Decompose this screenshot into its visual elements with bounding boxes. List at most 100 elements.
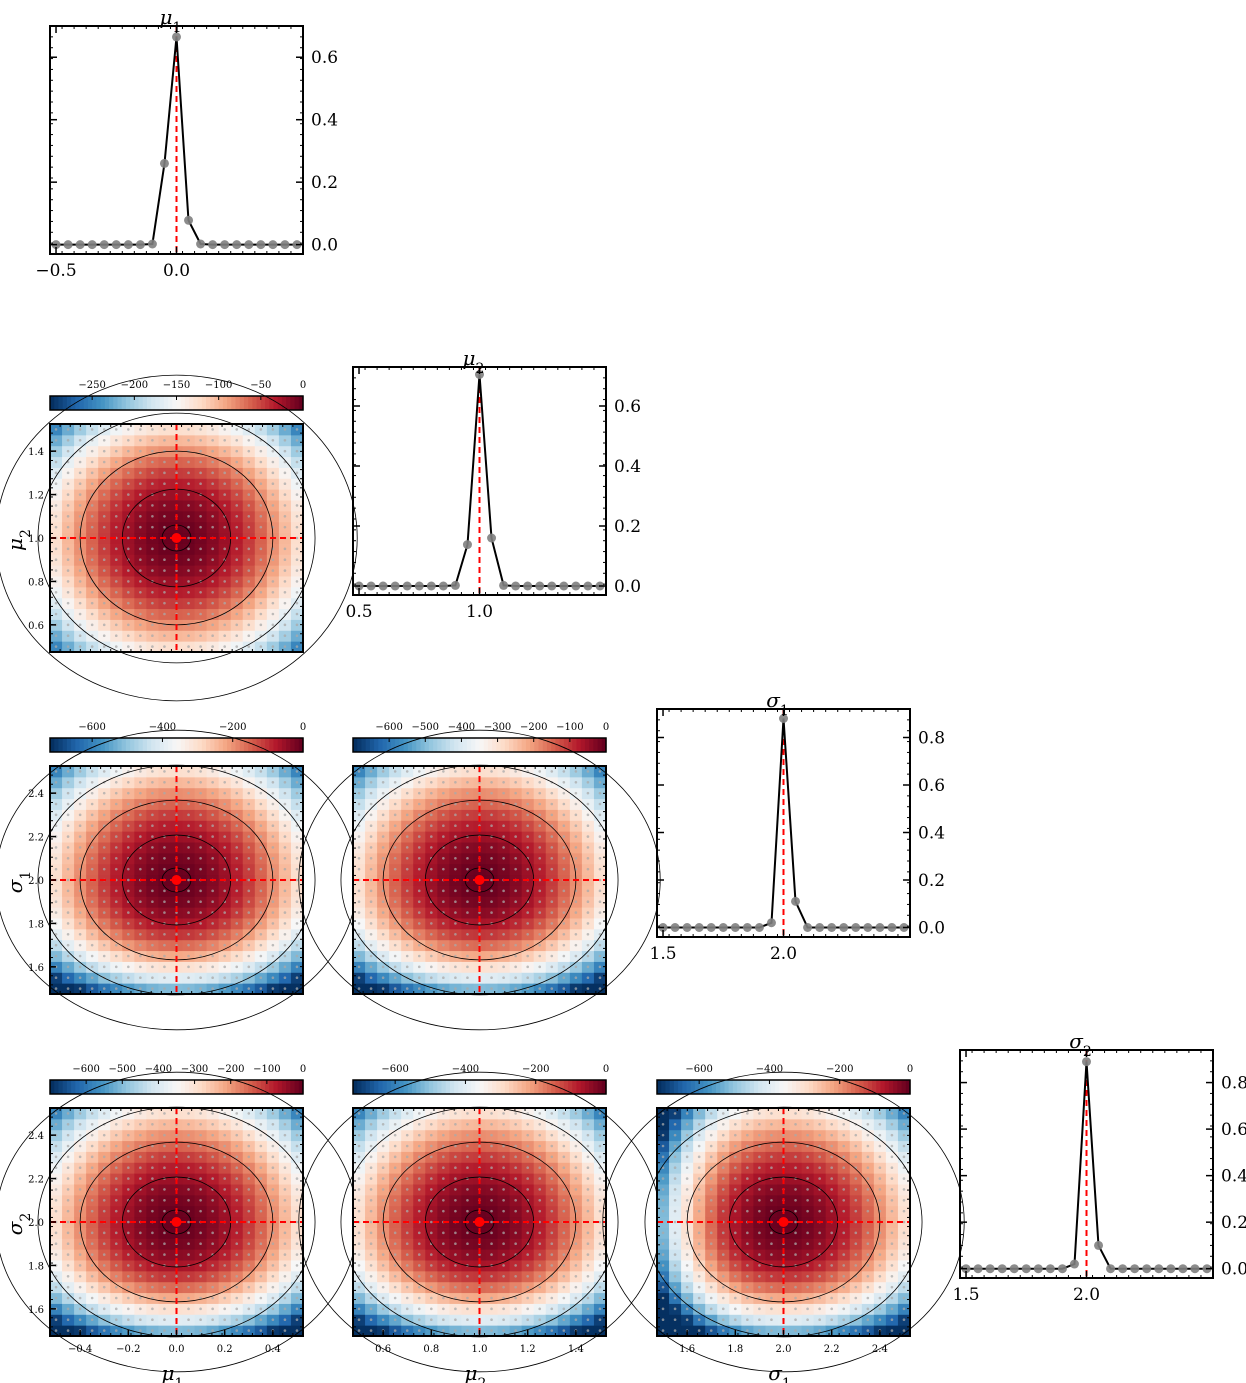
y-tick-label: 1.8: [28, 919, 44, 930]
x-tick-label: 0.4: [265, 1344, 281, 1355]
y-tick-label: 0.6: [28, 621, 44, 632]
posterior-point: [402, 581, 412, 591]
x-tick-label: 1.8: [727, 1344, 743, 1355]
posterior-point: [1190, 1264, 1200, 1274]
posterior-point: [123, 240, 133, 250]
x-tick-label: 0.2: [217, 1344, 233, 1355]
posterior-point: [414, 581, 424, 591]
colorbar-frame: [49, 1079, 304, 1095]
marginal-panel-mu1: −0.5 0.0 0.0 0.2 0.4 0.6 μ1: [35, 5, 338, 281]
colorbar-tick-label: −600: [375, 722, 402, 733]
posterior-point: [766, 918, 776, 928]
y-tick-label: 2.2: [28, 1175, 44, 1186]
posterior-point: [1130, 1264, 1140, 1274]
colorbar-tick-label: −600: [72, 1064, 99, 1075]
posterior-point: [706, 923, 716, 932]
truth-point: [778, 1217, 789, 1227]
y-tick-label: 0.6: [311, 48, 338, 68]
x-tick-label: 0.5: [346, 602, 373, 622]
posterior-point: [135, 240, 145, 250]
posterior-point: [499, 580, 509, 590]
posterior-point: [159, 158, 169, 168]
colorbar-tick-label: −200: [217, 1064, 244, 1075]
posterior-point: [99, 240, 109, 250]
y-tick-label: 0.8: [28, 577, 44, 588]
posterior-point: [851, 923, 861, 932]
posterior-point: [718, 923, 728, 932]
colorbar-tick-label: −400: [149, 722, 176, 733]
posterior-point: [1118, 1264, 1128, 1274]
posterior-point: [523, 581, 533, 591]
y-tick-label: 1.4: [28, 447, 44, 458]
posterior-point: [1178, 1264, 1188, 1274]
posterior-point: [1021, 1264, 1031, 1274]
x-axis-label: σ1: [768, 1361, 791, 1383]
grid-points: [54, 770, 299, 990]
posterior-point: [487, 533, 497, 543]
pair-panel-mu1-s1: −600 −400 −200 0 1.6 1.8 2.0 2.2 2.4 σ1: [0, 722, 358, 1031]
posterior-point: [256, 240, 266, 250]
x-tick-label: 1.6: [679, 1344, 695, 1355]
colorbar-tick-label: −600: [381, 1064, 408, 1075]
y-tick-label: 2.0: [28, 876, 44, 887]
posterior-point: [547, 581, 557, 591]
grid-points: [54, 428, 299, 648]
y-tick-label: 1.2: [28, 491, 44, 502]
y-tick-label: 0.2: [918, 871, 945, 891]
y-tick-label: 1.6: [28, 963, 44, 974]
posterior-point: [1082, 1057, 1091, 1067]
posterior-point: [196, 239, 206, 249]
colorbar-tick-label: −200: [826, 1064, 853, 1075]
x-tick-label: 2.2: [824, 1344, 840, 1355]
posterior-point: [973, 1264, 983, 1274]
x-tick-label: 1.4: [568, 1344, 584, 1355]
x-tick-label: −0.5: [35, 261, 76, 281]
posterior-point: [754, 923, 764, 932]
posterior-point: [220, 240, 230, 250]
y-tick-label: 0.4: [918, 824, 945, 844]
marginal-title: μ1: [160, 5, 182, 36]
colorbar-tick-label: 0: [300, 380, 306, 391]
pair-panel-mu2-s1: −600 −500 −400 −300 −200 −100 0: [298, 722, 661, 1031]
pair-panel-mu1-mu2: −250 −200 −150 −100 −50 0 0.6 0.8 1.0 1.2 1.4 μ2: [0, 374, 358, 702]
colorbar-tick-label: −100: [556, 722, 583, 733]
marginal-title: σ2: [1069, 1029, 1092, 1060]
colorbar-frame: [656, 1079, 911, 1095]
x-tick-label: 1.5: [953, 1285, 980, 1305]
marginal-panel-s1: 1.5 2.0 0.0 0.2 0.4 0.6 0.8 σ1: [650, 688, 946, 964]
colorbar: −600 −500 −400 −300 −200 −100 0: [49, 1064, 306, 1095]
y-tick-label: 1.6: [28, 1305, 44, 1316]
colorbar-tick-label: 0: [300, 722, 306, 733]
colorbar-tick-label: −400: [448, 722, 475, 733]
posterior-point: [172, 32, 181, 42]
y-axis-label: μ2: [3, 529, 34, 551]
posterior-point: [827, 923, 837, 932]
colorbar-tick-label: −400: [145, 1064, 172, 1075]
colorbar-frame: [49, 737, 304, 753]
x-tick-label: 0.0: [163, 261, 190, 281]
y-tick-label: 2.4: [28, 789, 44, 800]
posterior-point: [535, 581, 545, 591]
posterior-point: [366, 581, 376, 591]
colorbar-frame: [352, 737, 607, 753]
posterior-point: [1033, 1264, 1043, 1274]
posterior-point: [450, 580, 460, 590]
x-tick-label: 1.2: [520, 1344, 536, 1355]
posterior-point: [730, 923, 740, 932]
y-tick-label: 0.0: [311, 236, 338, 256]
colorbar-tick-label: −250: [78, 380, 105, 391]
y-axis-label: σ2: [3, 1213, 34, 1236]
posterior-point: [1094, 1240, 1104, 1250]
x-tick-label: 0.0: [169, 1344, 185, 1355]
x-tick-label: 0.6: [375, 1344, 391, 1355]
colorbar-frame: [352, 1079, 607, 1095]
y-tick-label: 0.4: [614, 457, 641, 477]
y-tick-label: 0.0: [614, 577, 641, 597]
posterior-point: [268, 240, 278, 250]
posterior-point: [232, 240, 242, 250]
posterior-point: [244, 240, 254, 250]
posterior-point: [682, 923, 692, 932]
posterior-point: [583, 581, 593, 591]
y-tick-label: 1.0: [28, 534, 44, 545]
colorbar: −250 −200 −150 −100 −50 0: [49, 380, 306, 411]
